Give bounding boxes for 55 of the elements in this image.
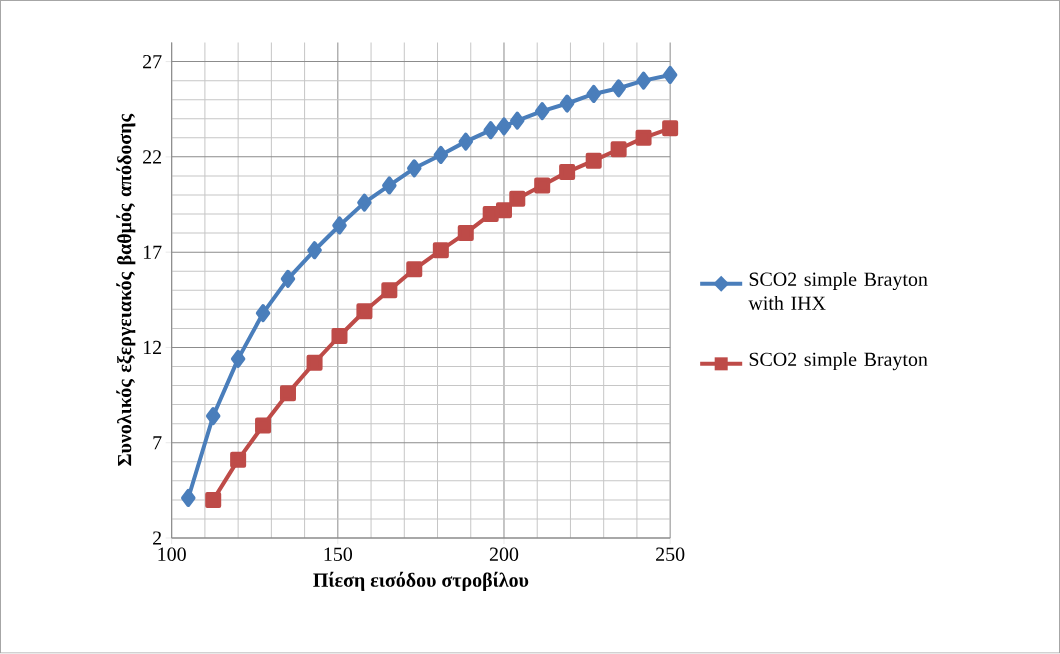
point xyxy=(510,111,525,130)
y-tick-label: 12 xyxy=(143,341,162,355)
x-tick-label: 200 xyxy=(489,547,519,562)
point xyxy=(356,303,373,320)
y-tick-label: 22 xyxy=(143,150,162,164)
point xyxy=(181,489,196,508)
point xyxy=(559,94,575,113)
point xyxy=(433,146,449,165)
point xyxy=(381,282,398,299)
point xyxy=(230,350,246,369)
point xyxy=(255,304,271,323)
x-tick-label: 150 xyxy=(324,547,353,562)
point xyxy=(382,176,397,195)
point xyxy=(205,492,222,509)
x-tick-label: 100 xyxy=(158,547,186,562)
point xyxy=(662,120,679,137)
point xyxy=(534,102,550,121)
point xyxy=(662,66,678,85)
point xyxy=(279,385,296,402)
point xyxy=(585,152,602,169)
point xyxy=(509,190,526,207)
point xyxy=(458,132,474,151)
point xyxy=(255,417,272,434)
point xyxy=(230,452,247,469)
y-tick-label: 27 xyxy=(143,55,162,69)
y-tick-label: 2 xyxy=(153,531,162,545)
point xyxy=(586,85,601,104)
point xyxy=(559,164,576,181)
point xyxy=(636,71,651,90)
legend-label: SCO2 simple Brayton xyxy=(749,352,928,371)
point xyxy=(406,261,423,278)
legend-label: SCO2 simple Brayton with IHX xyxy=(748,272,928,311)
point xyxy=(496,117,512,136)
x-tick-label: 250 xyxy=(656,547,685,562)
point xyxy=(307,241,322,260)
point xyxy=(280,270,296,289)
point xyxy=(635,129,652,146)
x-axis-title: Πίεση εισόδου στροβίλου xyxy=(313,572,529,592)
y-axis-title: Συνολικός εξεργειακός βαθμός απόδοσης xyxy=(116,114,136,466)
point xyxy=(457,225,474,242)
point xyxy=(495,202,512,219)
point xyxy=(332,216,347,235)
point xyxy=(611,79,626,98)
point xyxy=(407,159,422,178)
y-tick-label: 17 xyxy=(143,245,162,259)
point xyxy=(306,354,323,371)
y-tick-label: 7 xyxy=(153,436,162,450)
point xyxy=(432,242,449,259)
point xyxy=(483,121,498,140)
point xyxy=(205,407,221,426)
point xyxy=(610,141,627,158)
point xyxy=(482,206,499,223)
point xyxy=(357,193,372,212)
point xyxy=(331,328,348,345)
point xyxy=(534,177,551,194)
